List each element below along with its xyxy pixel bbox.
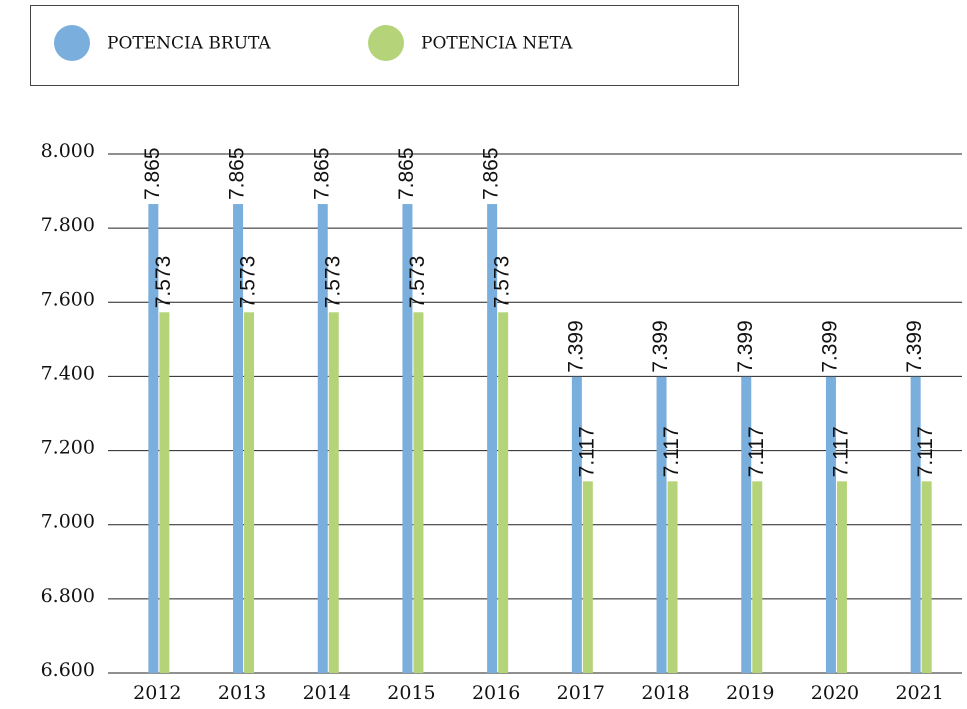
- y-tick-label: 7.600: [41, 288, 95, 310]
- value-label: 7.117: [745, 426, 768, 477]
- x-tick-label: 2014: [303, 682, 351, 704]
- x-tick-label: 2018: [641, 682, 689, 704]
- x-tick-label: 2019: [726, 682, 774, 704]
- legend-label: POTENCIA BRUTA: [107, 34, 271, 54]
- bar: [487, 204, 498, 673]
- bar: [921, 481, 932, 673]
- bar: [402, 204, 413, 673]
- value-label: 7.573: [491, 256, 514, 309]
- x-tick-label: 2020: [811, 682, 859, 704]
- value-label: 7.865: [310, 147, 333, 200]
- value-label: 7.399: [818, 320, 841, 373]
- y-tick-label: 6.600: [41, 659, 95, 681]
- legend-label: POTENCIA NETA: [421, 34, 573, 54]
- value-label: 7.573: [237, 256, 260, 309]
- x-tick-label: 2017: [557, 682, 605, 704]
- value-label: 7.573: [152, 256, 175, 309]
- value-label: 7.117: [660, 426, 683, 477]
- bar: [244, 312, 255, 673]
- x-tick-label: 2021: [895, 682, 943, 704]
- bar: [836, 481, 847, 673]
- x-tick-label: 2015: [387, 682, 435, 704]
- x-tick-label: 2012: [133, 682, 181, 704]
- bar: [752, 481, 763, 673]
- value-label: 7.573: [321, 256, 344, 309]
- legend-swatch: [368, 25, 404, 61]
- value-label: 7.865: [226, 147, 249, 200]
- y-tick-label: 7.200: [41, 437, 95, 459]
- legend-swatch: [54, 25, 90, 61]
- bar: [741, 376, 752, 673]
- bar: [582, 481, 593, 673]
- bar: [656, 376, 667, 673]
- bar: [413, 312, 424, 673]
- value-label: 7.399: [903, 320, 926, 373]
- x-tick-label: 2016: [472, 682, 520, 704]
- value-label: 7.865: [395, 147, 418, 200]
- bar: [910, 376, 921, 673]
- bar: [159, 312, 170, 673]
- bar: [571, 376, 582, 673]
- bar: [667, 481, 678, 673]
- legend-box: [30, 5, 739, 86]
- bar: [328, 312, 339, 673]
- value-label: 7.117: [914, 426, 937, 477]
- bar: [148, 204, 159, 673]
- value-label: 7.117: [575, 426, 598, 477]
- bar: [498, 312, 509, 673]
- value-label: 7.865: [480, 147, 503, 200]
- value-label: 7.399: [649, 320, 672, 373]
- value-label: 7.399: [734, 320, 757, 373]
- y-tick-label: 7.400: [41, 362, 95, 384]
- value-label: 7.865: [141, 147, 164, 200]
- value-label: 7.399: [564, 320, 587, 373]
- value-label: 7.573: [406, 256, 429, 309]
- y-tick-label: 7.000: [41, 511, 95, 533]
- bar: [317, 204, 328, 673]
- bar: [825, 376, 836, 673]
- x-tick-label: 2013: [218, 682, 266, 704]
- y-tick-label: 7.800: [41, 214, 95, 236]
- y-tick-label: 6.800: [41, 585, 95, 607]
- value-label: 7.117: [829, 426, 852, 477]
- bar: [233, 204, 244, 673]
- y-tick-label: 8.000: [41, 140, 95, 162]
